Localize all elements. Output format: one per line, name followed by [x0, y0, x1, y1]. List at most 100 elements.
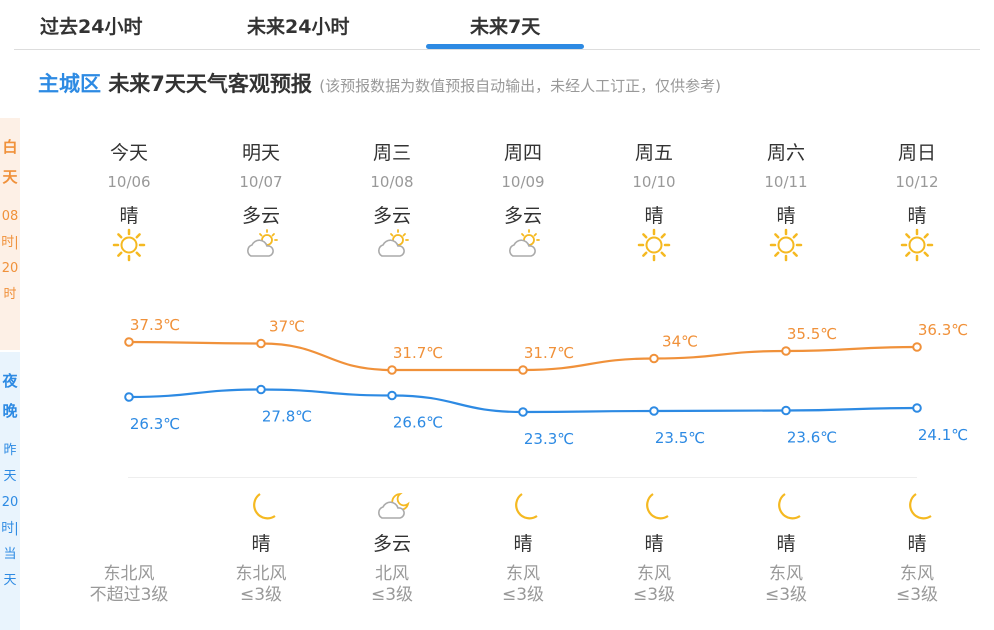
low-temp-point — [387, 390, 397, 401]
wind-direction: 北风 — [375, 564, 409, 584]
night-weather: 晴 — [644, 533, 664, 555]
location: 主城区 — [38, 72, 101, 96]
sun-icon — [589, 228, 719, 262]
wind-level: ≤3级 — [632, 585, 676, 605]
wind-level: ≤3级 — [501, 585, 545, 605]
day-name: 周五 — [634, 142, 673, 164]
low-temp-point — [781, 405, 791, 416]
cloudy-night-icon — [327, 490, 457, 526]
low-temp-point — [256, 384, 266, 395]
day-weather: 晴 — [776, 205, 796, 227]
wind-direction: 东风 — [769, 564, 803, 584]
tab-next-24h[interactable]: 未来24小时 — [247, 16, 350, 38]
high-temp-point — [912, 342, 922, 352]
high-temp-label: 31.7℃ — [524, 344, 574, 362]
low-temp-label: 27.8℃ — [262, 408, 312, 426]
high-temp-point — [256, 338, 266, 349]
night-panel-label: 夜晚 昨天20时|当天 — [0, 352, 20, 630]
partly-cloudy-icon — [327, 228, 457, 262]
high-temp-label: 37.3℃ — [130, 316, 180, 334]
moon-icon — [196, 490, 326, 526]
day-range: 08时|20时 — [1, 209, 19, 302]
high-temp-point — [387, 365, 397, 375]
day-weather: 多云 — [503, 205, 542, 227]
wind-level: ≤3级 — [895, 585, 939, 605]
date: 10/10 — [632, 173, 676, 191]
day-label: 白天 — [2, 138, 18, 186]
high-temp-label: 37℃ — [269, 318, 305, 336]
wind-level: ≤3级 — [239, 585, 283, 605]
day-name: 明天 — [241, 142, 280, 164]
tab-past-24h[interactable]: 过去24小时 — [40, 16, 143, 38]
partly-cloudy-icon — [458, 228, 588, 262]
wind-direction: 东风 — [900, 564, 934, 584]
low-temp-point — [124, 392, 134, 402]
day-panel-label: 白天 08时|20时 — [0, 118, 20, 350]
low-temp-point — [518, 407, 528, 417]
moon-icon — [458, 490, 588, 526]
day-weather: 多云 — [241, 205, 280, 227]
title-text: 未来7天天气客观预报 — [108, 72, 312, 96]
low-temp-label: 23.3℃ — [524, 430, 574, 448]
day-name: 周三 — [372, 142, 411, 164]
partly-cloudy-icon — [196, 228, 326, 262]
high-temp-point — [781, 346, 791, 356]
wind-direction: 东风 — [637, 564, 671, 584]
date: 10/09 — [501, 173, 545, 191]
low-temp-point — [649, 406, 659, 416]
night-weather: 晴 — [513, 533, 533, 555]
low-temp-label: 26.3℃ — [130, 415, 180, 433]
date: 10/12 — [895, 173, 939, 191]
wind: 东风 ≤3级 — [589, 564, 719, 606]
night-weather: 晴 — [251, 533, 271, 555]
wind: 东风 ≤3级 — [458, 564, 588, 606]
title-note: (该预报数据为数值预报自动输出，未经人工订正，仅供参考) — [319, 77, 721, 95]
wind: 东北风 ≤3级 — [196, 564, 326, 606]
low-temp-label: 24.1℃ — [918, 426, 968, 444]
wind-level: ≤3级 — [764, 585, 808, 605]
date: 10/08 — [370, 173, 414, 191]
wind: 东风 ≤3级 — [852, 564, 982, 606]
page-title: 主城区 未来7天天气客观预报 (该预报数据为数值预报自动输出，未经人工订正，仅供… — [38, 68, 721, 98]
high-temp-point — [649, 353, 659, 364]
low-temp-label: 23.5℃ — [655, 429, 705, 447]
low-temp-point — [912, 403, 922, 413]
day-weather: 多云 — [372, 205, 411, 227]
night-weather: 晴 — [907, 533, 927, 555]
wind: 东北风 不超过3级 — [64, 564, 194, 606]
divider — [128, 477, 917, 478]
moon-icon — [589, 490, 719, 526]
tab-next-7d[interactable]: 未来7天 — [425, 12, 585, 49]
high-temp-label: 34℃ — [662, 333, 698, 351]
night-range: 昨天20时|当天 — [1, 443, 19, 588]
high-temp-label: 35.5℃ — [787, 325, 837, 343]
wind: 北风 ≤3级 — [327, 564, 457, 606]
day-weather: 晴 — [907, 205, 927, 227]
low-temp-label: 26.6℃ — [393, 414, 443, 432]
wind-level: ≤3级 — [370, 585, 414, 605]
sun-icon — [64, 228, 194, 262]
wind: 东风 ≤3级 — [721, 564, 851, 606]
day-name: 今天 — [109, 142, 148, 164]
day-weather: 晴 — [119, 205, 139, 227]
high-temp-point — [518, 365, 528, 375]
date: 10/11 — [764, 173, 808, 191]
sun-icon — [721, 228, 851, 262]
tab-bar: 过去24小时 未来24小时 未来7天 — [14, 0, 980, 50]
night-label: 夜晚 — [2, 372, 18, 420]
moon-icon — [852, 490, 982, 526]
moon-icon — [721, 490, 851, 526]
date: 10/06 — [107, 173, 151, 191]
wind-direction: 东风 — [506, 564, 540, 584]
low-temp-label: 23.6℃ — [787, 429, 837, 447]
wind-direction: 东北风 — [235, 564, 287, 584]
date: 10/07 — [239, 173, 283, 191]
day-name: 周四 — [503, 142, 542, 164]
high-temp-label: 31.7℃ — [393, 344, 443, 362]
day-name: 周日 — [897, 142, 936, 164]
day-name: 周六 — [766, 142, 805, 164]
wind-level: 不超过3级 — [89, 585, 169, 605]
sun-icon — [852, 228, 982, 262]
night-weather: 晴 — [776, 533, 796, 555]
